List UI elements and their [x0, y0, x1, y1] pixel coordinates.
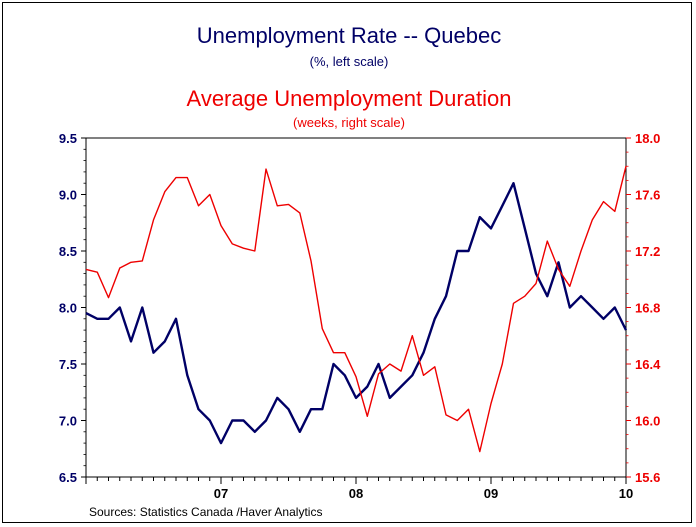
chart-title-right: Average Unemployment Duration — [187, 86, 512, 111]
axes: 9.5 9.0 8.5 8.0 7.5 7.0 6.5 18.0 17.6 17.2 16.8 16.… — [59, 131, 661, 501]
y-right-tick-label: 17.6 — [635, 188, 660, 203]
chart-subtitle-left: (%, left scale) — [310, 54, 389, 69]
x-tick-label: 08 — [349, 486, 363, 501]
chart-subtitle-right: (weeks, right scale) — [293, 115, 405, 130]
y-right-tick-label: 16.0 — [635, 414, 660, 429]
y-right-tick-label: 16.8 — [635, 301, 660, 316]
unemployment-duration-line — [85, 166, 627, 453]
y-right-tick-label: 17.2 — [635, 244, 660, 259]
x-tick-label: 09 — [484, 486, 498, 501]
y-left-tick-label: 6.5 — [59, 470, 77, 485]
y-left-tick-label: 8.0 — [59, 301, 77, 316]
dual-axis-line-chart: Unemployment Rate -- Quebec (%, left sca… — [59, 23, 661, 519]
series-group — [85, 166, 628, 453]
y-left-tick-label: 9.5 — [59, 131, 77, 146]
y-right-tick-label: 16.4 — [635, 357, 661, 372]
y-left-tick-label: 9.0 — [59, 188, 77, 203]
unemployment-rate-line — [85, 181, 628, 445]
y-left-tick-label: 8.5 — [59, 244, 77, 259]
y-right-tick-label: 15.6 — [635, 470, 660, 485]
x-tick-label: 07 — [214, 486, 228, 501]
y-right-tick-label: 18.0 — [635, 131, 660, 146]
x-tick-label: 10 — [619, 486, 633, 501]
source-note: Sources: Statistics Canada /Haver Analyt… — [89, 505, 322, 519]
y-left-tick-label: 7.5 — [59, 357, 77, 372]
chart-title: Unemployment Rate -- Quebec — [197, 23, 501, 48]
y-left-tick-label: 7.0 — [59, 414, 77, 429]
